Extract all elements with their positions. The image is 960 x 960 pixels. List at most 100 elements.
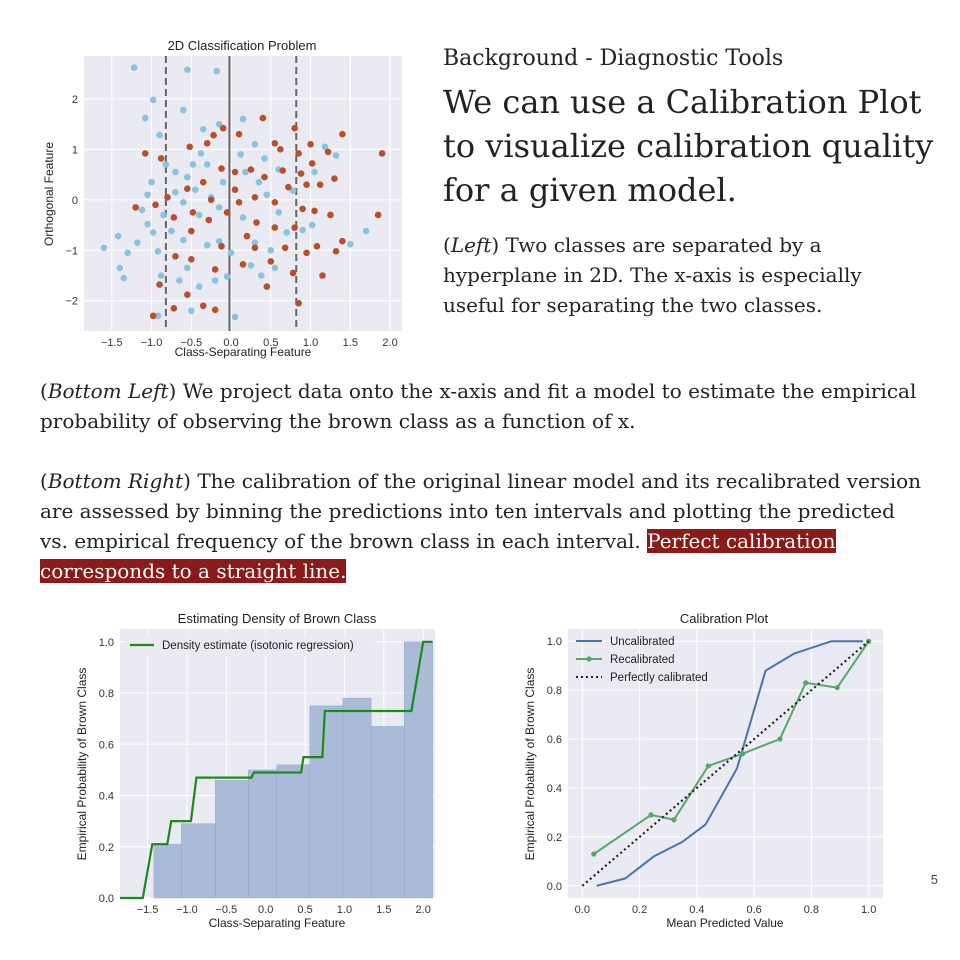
scatter-point-brown <box>311 207 318 215</box>
density-ytick-label: 0.4 <box>99 791 114 803</box>
scatter-point-blue <box>184 66 191 73</box>
calibration-xtick-label: 0.4 <box>689 904 704 916</box>
calibration-xtick-label: 0.8 <box>804 904 819 916</box>
scatter-point-brown <box>313 242 321 250</box>
scatter-point-brown <box>291 224 298 231</box>
scatter-point-blue <box>289 187 297 195</box>
density-bar <box>276 764 311 899</box>
slide-subtitle: Background - Diagnostic Tools <box>443 46 784 71</box>
left-text: Two classes are separated by a hyperplan… <box>443 233 862 317</box>
scatter-point-brown <box>289 269 297 277</box>
scatter-point-brown <box>297 170 305 177</box>
scatter-point-blue <box>215 120 223 128</box>
scatter-point-blue <box>242 168 249 176</box>
scatter-point-brown <box>235 199 243 206</box>
scatter-point-brown <box>156 281 163 288</box>
scatter-point-blue <box>148 178 155 186</box>
scatter-point-brown <box>267 258 275 265</box>
scatter-point-blue <box>154 312 162 320</box>
scatter-point-brown <box>332 247 340 255</box>
calibration-ytick-label: 1.0 <box>547 636 562 648</box>
scatter-point-blue <box>133 239 141 246</box>
scatter-ytick-label: 2 <box>72 94 78 106</box>
scatter-point-brown <box>141 150 149 157</box>
scatter-point-blue <box>162 161 170 168</box>
scatter-plot-area <box>84 56 402 331</box>
scatter-point-brown <box>219 124 227 132</box>
scatter-point-blue <box>213 67 221 75</box>
calibration-legend-label: Recalibrated <box>610 654 675 666</box>
scatter-point-brown <box>303 181 310 188</box>
scatter-point-brown <box>157 155 165 162</box>
scatter-point-brown <box>186 143 194 151</box>
scatter-point-brown <box>374 211 382 219</box>
scatter-point-brown <box>295 150 302 157</box>
scatter-point-brown <box>251 244 259 252</box>
density-bar <box>404 641 433 899</box>
scatter-point-blue <box>219 178 227 186</box>
scatter-point-brown <box>189 209 197 216</box>
density-xtick-label: −1.0 <box>176 904 198 916</box>
scatter-point-blue <box>247 262 255 269</box>
scatter-point-blue <box>114 232 122 240</box>
calibration-plot-area <box>568 629 883 898</box>
scatter-point-blue <box>172 188 179 196</box>
scatter-point-blue <box>156 131 163 139</box>
scatter-xtick-label: 0.5 <box>263 337 278 349</box>
scatter-xtick-label: −0.5 <box>180 337 202 349</box>
scatter-point-brown <box>281 244 289 252</box>
scatter-point-blue <box>251 141 259 148</box>
density-ytick-label: 0.6 <box>99 739 114 751</box>
calibration-marker <box>777 736 783 742</box>
scatter-xtick-label: 1.5 <box>343 337 358 349</box>
scatter-point-blue <box>168 227 175 235</box>
density-xtick-label: 1.0 <box>337 904 352 916</box>
scatter-point-brown <box>231 186 239 194</box>
scatter-xtick-label: 2.0 <box>382 337 397 349</box>
left-paragraph: (Left) Two classes are separated by a hy… <box>443 233 862 317</box>
scatter-xtick-label: 0.0 <box>223 337 238 349</box>
scatter-point-brown <box>223 209 231 216</box>
scatter-point-brown <box>271 224 279 231</box>
scatter-point-brown <box>164 193 171 201</box>
scatter-point-blue <box>215 204 223 211</box>
calibration-lines <box>581 638 872 887</box>
scatter-point-brown <box>205 216 213 224</box>
density-title: Estimating Density of Brown Class <box>178 611 377 626</box>
calibration-xtick-label: 0.6 <box>746 904 761 916</box>
scatter-xtick-label: 1.0 <box>303 337 318 349</box>
calibration-xtick-label: 0.2 <box>632 904 647 916</box>
scatter-point-blue <box>180 106 187 114</box>
scatter-point-blue <box>141 114 149 122</box>
scatter-point-brown <box>207 196 215 204</box>
scatter-point-blue <box>144 191 151 199</box>
density-xtick-label: −1.5 <box>137 904 159 916</box>
scatter-point-blue <box>203 241 211 249</box>
scatter-point-brown <box>259 114 267 122</box>
calibration-xtick-label: 0.0 <box>575 904 590 916</box>
scatter-point-brown <box>188 256 195 263</box>
scatter-point-blue <box>197 150 205 157</box>
scatter-point-blue <box>299 226 306 234</box>
density-xtick-label: 2.0 <box>416 904 431 916</box>
scatter-point-brown <box>251 193 259 201</box>
scatter-point-brown <box>172 253 179 260</box>
scatter-point-brown <box>170 304 178 312</box>
scatter-point-brown <box>316 181 324 188</box>
scatter-point-blue <box>308 221 316 229</box>
scatter-point-brown <box>247 166 255 173</box>
calibration-ylabel: Empirical Probability of Brown Class <box>523 668 537 861</box>
scatter-point-brown <box>210 131 217 139</box>
bottom-right-tag: Bottom Right <box>47 469 184 493</box>
scatter-point-brown <box>149 312 157 320</box>
scatter-title: 2D Classification Problem <box>168 38 317 53</box>
scatter-point-blue <box>231 313 239 321</box>
density-xtick-label: 0.5 <box>297 904 312 916</box>
scatter-point-brown <box>211 306 219 314</box>
scatter-point-brown <box>188 227 195 235</box>
density-bar <box>215 779 249 899</box>
density-legend-label: Density estimate (isotonic regression) <box>162 640 354 652</box>
scatter-point-blue <box>263 191 271 199</box>
density-step-path <box>120 640 433 900</box>
scatter-point-blue <box>332 152 340 159</box>
